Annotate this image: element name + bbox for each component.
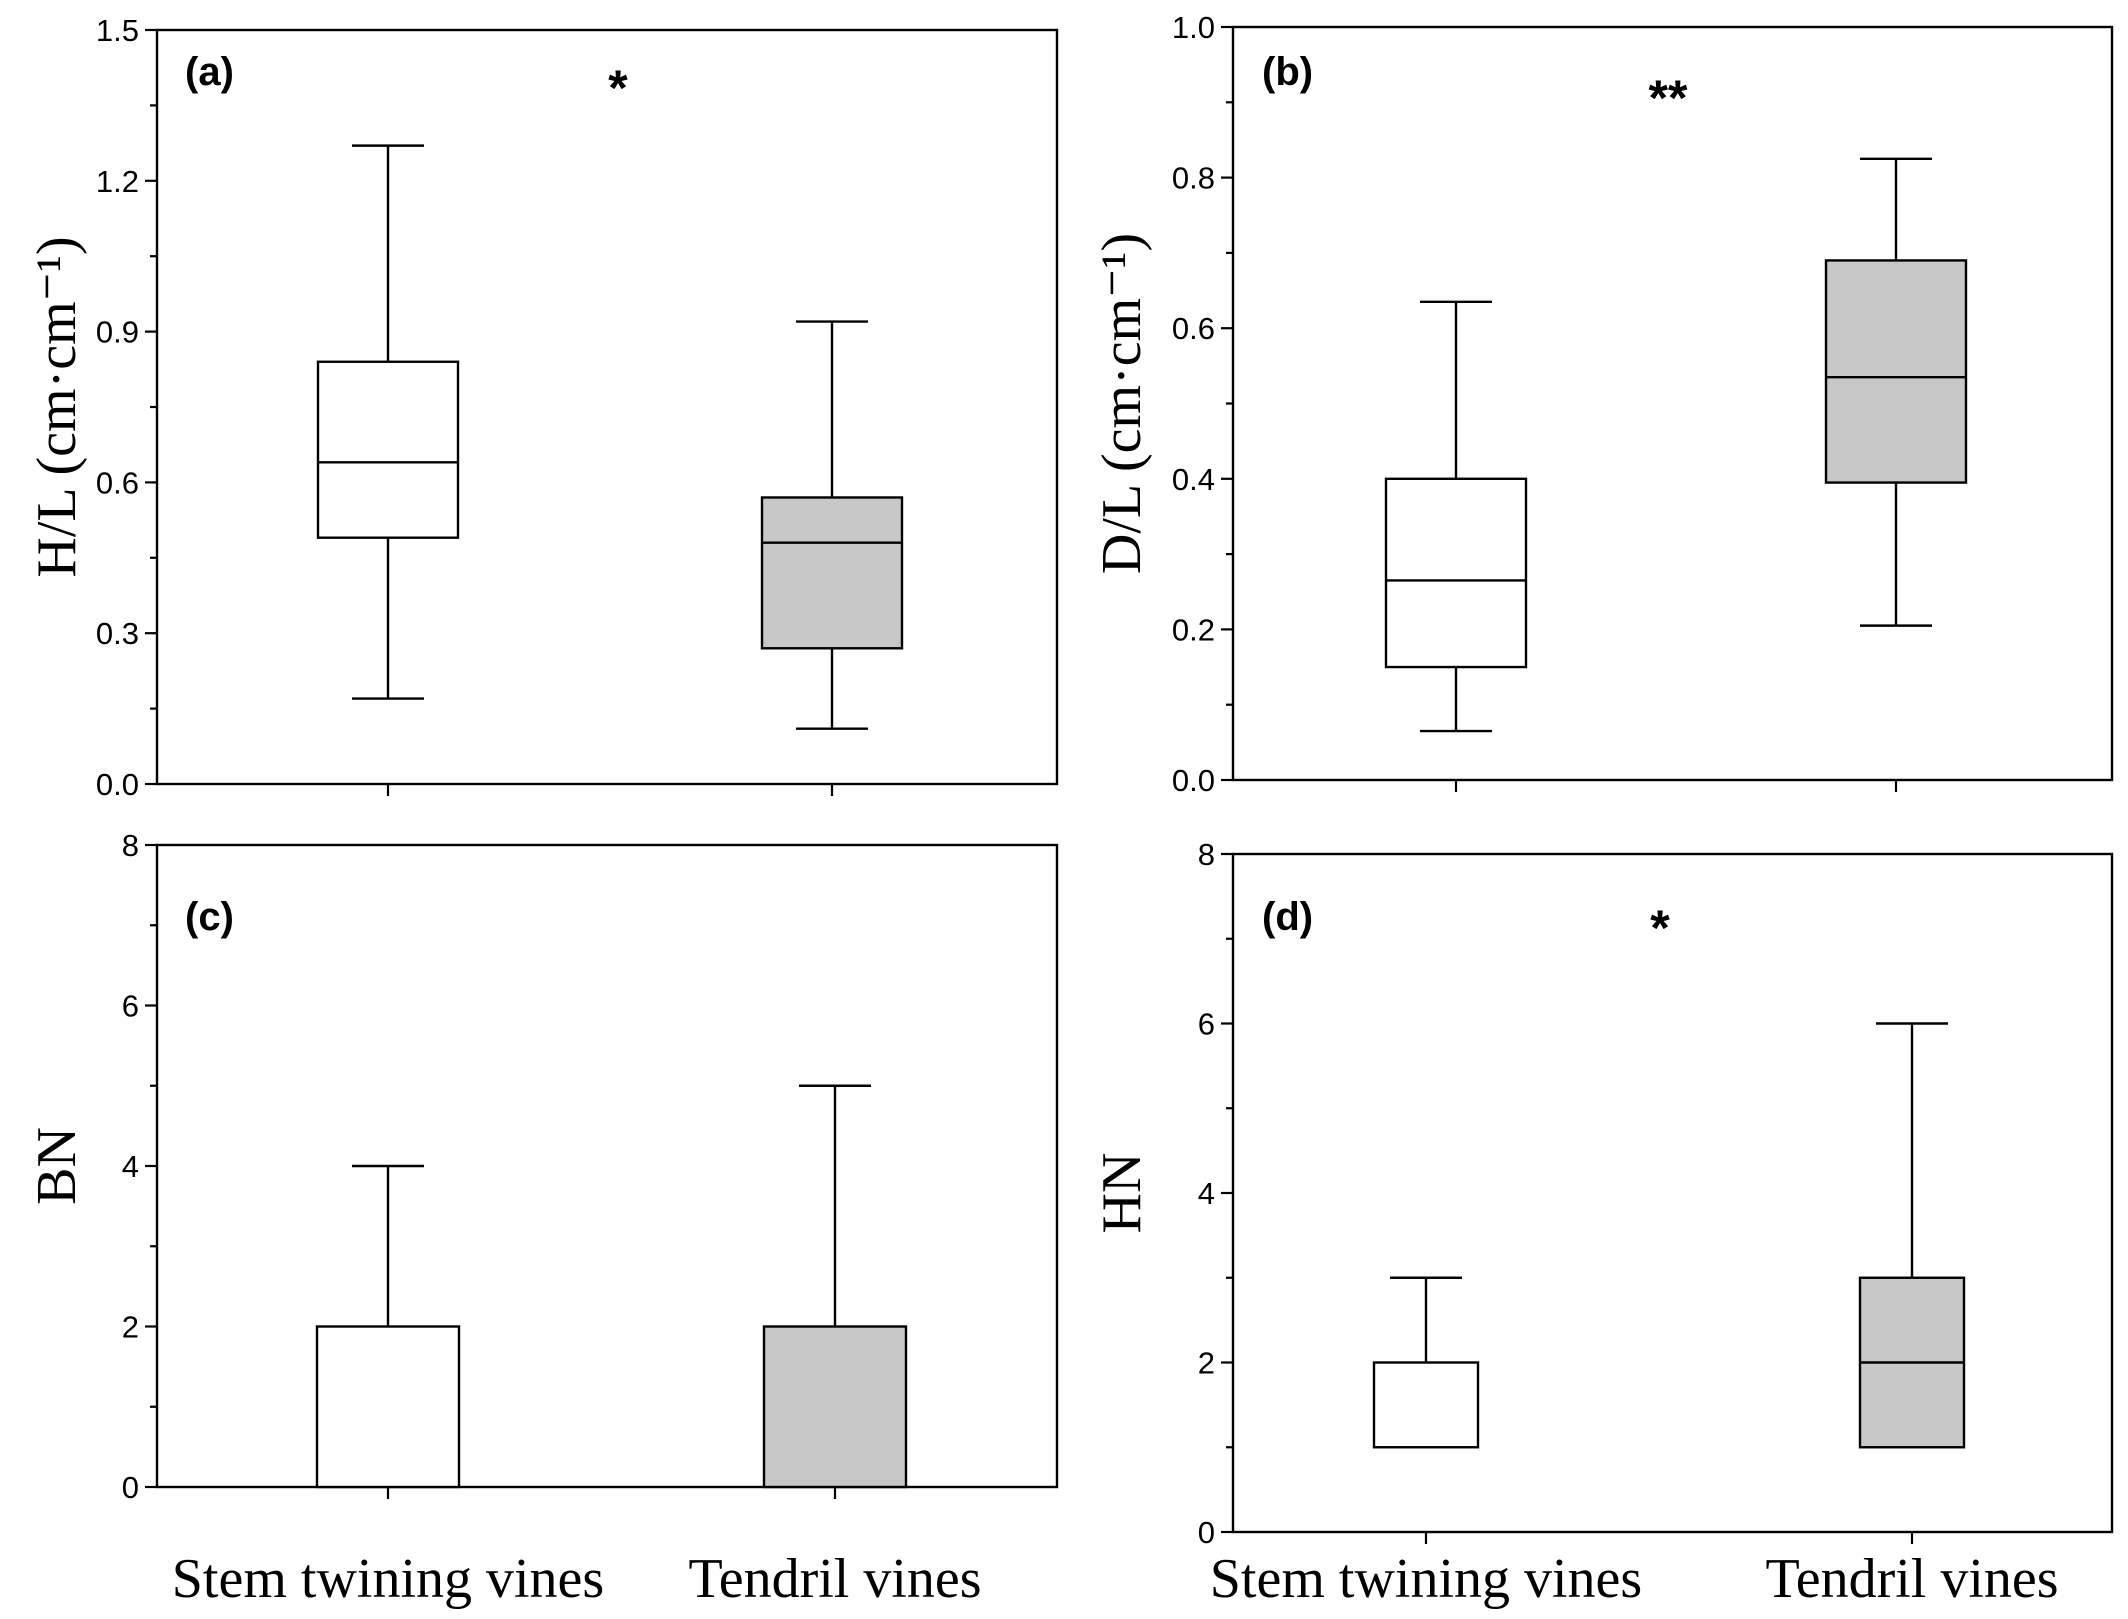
iqr-box [315,1325,461,1489]
panel-label: (b) [1262,50,1313,94]
box-tendril [760,320,904,730]
panel-d: 0 2 4 6 8 HN (d) * Stem twining vines Tendril vin… [1091,837,2114,1610]
y-tick-label: 0.9 [96,315,139,350]
significance-marker: * [608,60,628,116]
box-stem-twining [315,1164,461,1489]
y-tick-label: 4 [1198,1176,1215,1211]
x-tick-label: Tendril vines [1765,1548,2058,1610]
y-tick-label: 0.2 [1172,612,1215,647]
plot-frame [155,843,1059,1489]
y-tick-label: 0 [1198,1515,1215,1550]
box-stem-twining [316,144,460,700]
y-tick-label: 2 [1198,1346,1215,1381]
y-tick-label: 0.6 [96,465,139,500]
panel-label: (a) [185,50,234,94]
y-tick-label: 0.0 [96,767,139,802]
y-tick-label: 4 [122,1149,139,1184]
panel-label: (c) [185,895,234,939]
panel-label: (d) [1262,895,1313,939]
panel-a: 0.0 0.3 0.6 0.9 1.2 1.5 H/L (cm·cm⁻¹) (a) * [26,13,1059,802]
y-tick-label: 2 [122,1310,139,1345]
y-tick-label: 6 [1198,1007,1215,1042]
y-tick-label: 0.3 [96,616,139,651]
y-tick-label: 0.8 [1172,161,1215,196]
y-tick-label: 0 [122,1470,139,1505]
iqr-box [1384,477,1528,669]
plot-frame [155,28,1059,786]
panel-b: 0.0 0.2 0.4 0.6 0.8 1.0 D/L (cm·cm⁻¹) (b) ** [1091,10,2114,798]
y-tick-label: 6 [122,989,139,1024]
y-tick-label: 0.4 [1172,462,1215,497]
significance-marker: ** [1649,70,1688,126]
y-axis-label: H/L (cm·cm⁻¹) [26,236,88,577]
x-tick-label: Stem twining vines [172,1548,604,1610]
y-axis-label: BN [26,1127,88,1205]
y-tick-label: 8 [122,828,139,863]
box-tendril [1858,1022,1966,1449]
iqr-box [316,360,460,539]
y-tick-label: 1.0 [1172,10,1215,45]
iqr-box [762,1325,908,1489]
plot-frame [1231,852,2114,1534]
box-stem-twining [1384,300,1528,733]
significance-marker: * [1650,900,1670,956]
y-axis-label: HN [1091,1153,1153,1234]
y-tick-label: 8 [1198,837,1215,872]
y-tick-label: 0.0 [1172,763,1215,798]
x-tick-label: Tendril vines [688,1548,981,1610]
y-axis-label: D/L (cm·cm⁻¹) [1091,233,1153,574]
box-stem-twining [1372,1276,1480,1449]
iqr-box [1824,259,1968,484]
box-tendril [762,1084,908,1489]
y-tick-label: 1.2 [96,164,139,199]
box-tendril [1824,157,1968,627]
plot-frame [1231,25,2114,782]
panel-c: 0 2 4 6 8 BN (c) Stem twining vines Tendril vine… [26,828,1059,1610]
iqr-box [760,496,904,650]
x-tick-label: Stem twining vines [1210,1548,1642,1610]
iqr-box [1372,1361,1480,1449]
y-tick-label: 0.6 [1172,311,1215,346]
y-tick-label: 1.5 [96,13,139,48]
